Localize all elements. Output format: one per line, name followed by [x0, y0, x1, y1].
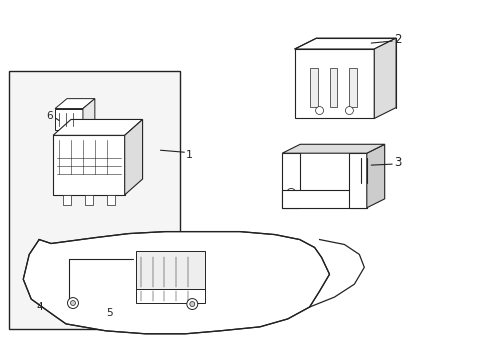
Bar: [85, 195, 93, 205]
Polygon shape: [373, 38, 395, 118]
Polygon shape: [282, 144, 384, 153]
Circle shape: [286, 188, 295, 197]
Text: 4: 4: [37, 302, 43, 312]
Circle shape: [345, 107, 353, 114]
Polygon shape: [366, 144, 384, 208]
Circle shape: [186, 298, 197, 310]
Text: 5: 5: [105, 308, 112, 318]
Bar: [309, 68, 317, 107]
Polygon shape: [48, 277, 69, 283]
Bar: [349, 68, 357, 107]
Bar: [294, 49, 373, 118]
Bar: [282, 153, 300, 208]
Circle shape: [67, 298, 78, 309]
Bar: [55, 109, 83, 130]
Polygon shape: [294, 38, 395, 49]
Polygon shape: [83, 99, 95, 130]
Text: 3: 3: [393, 156, 401, 168]
Polygon shape: [124, 120, 142, 195]
Polygon shape: [55, 99, 95, 109]
Circle shape: [189, 302, 194, 306]
Bar: [63, 195, 71, 205]
Bar: [135, 251, 205, 289]
Bar: [329, 68, 337, 107]
Text: 6: 6: [46, 112, 52, 121]
Polygon shape: [348, 153, 366, 208]
Bar: [106, 195, 115, 205]
Circle shape: [70, 301, 75, 306]
Text: 2: 2: [393, 33, 401, 46]
Circle shape: [94, 285, 112, 303]
Circle shape: [315, 107, 323, 114]
Bar: [135, 289, 205, 303]
Bar: [48, 283, 64, 301]
Bar: [53, 135, 124, 195]
Bar: [282, 190, 366, 208]
Polygon shape: [53, 120, 142, 135]
Bar: [9, 71, 180, 329]
Text: 1: 1: [185, 150, 192, 160]
Polygon shape: [23, 231, 329, 334]
Polygon shape: [64, 277, 69, 301]
